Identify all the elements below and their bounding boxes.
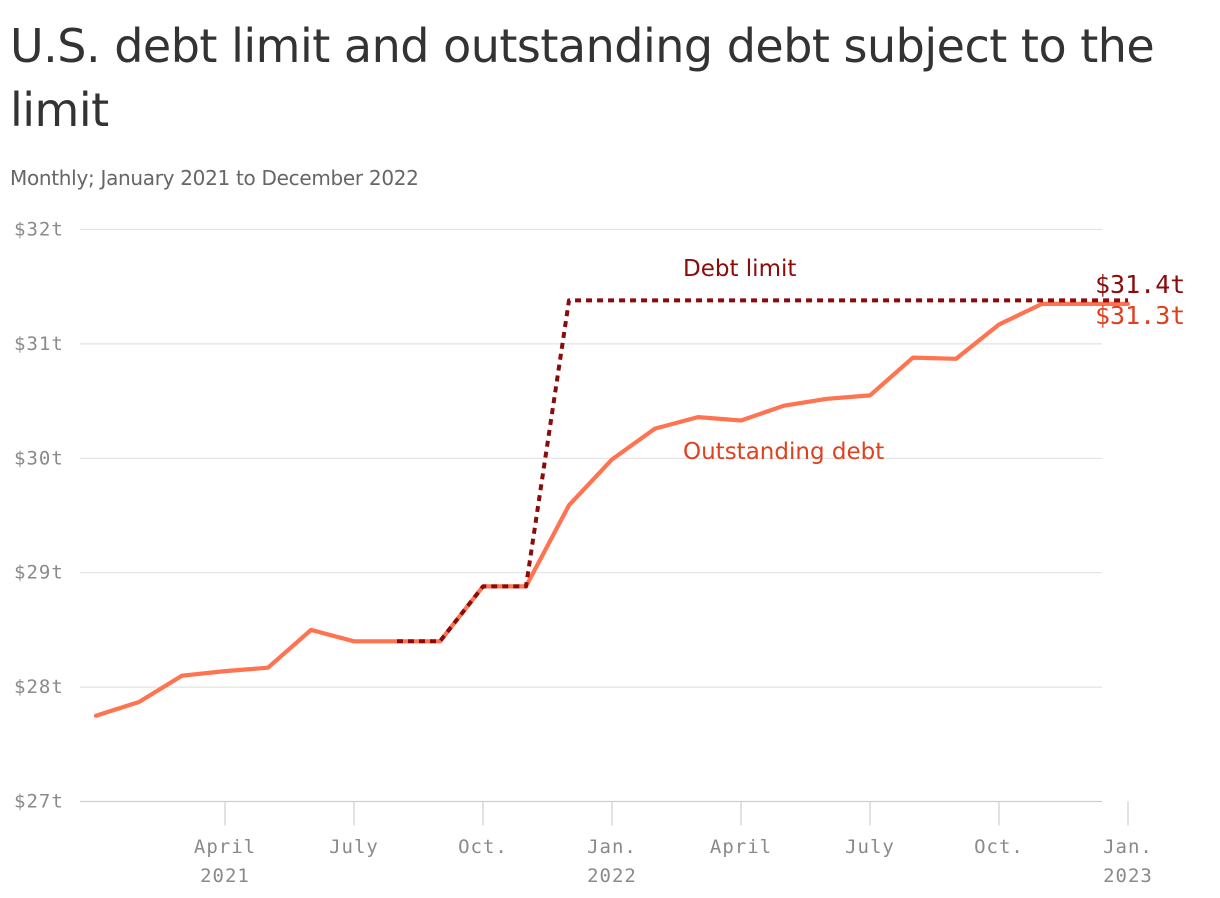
debt-limit-line bbox=[397, 298, 1128, 644]
x-tick-year-label: 2023 bbox=[1103, 865, 1153, 887]
x-tick-label: April bbox=[710, 836, 772, 858]
series-lines bbox=[93, 298, 1131, 718]
x-tick-label: Jan. bbox=[1103, 836, 1153, 858]
chart-title: U.S. debt limit and outstanding debt sub… bbox=[10, 19, 1155, 137]
y-tick-label: $30t bbox=[14, 447, 64, 469]
x-tick-year-label: 2022 bbox=[587, 865, 637, 887]
outstanding-debt-series-label: Outstanding debt bbox=[683, 439, 884, 465]
x-tick-year-label: 2021 bbox=[200, 865, 250, 887]
x-tick-label: April bbox=[194, 836, 256, 858]
x-tick-label: July bbox=[845, 836, 895, 858]
y-tick-label: $31t bbox=[14, 333, 64, 355]
x-tick-label: Oct. bbox=[458, 836, 508, 858]
debt-limit-end-label: $31.4t bbox=[1095, 270, 1185, 299]
gridlines bbox=[80, 228, 1102, 803]
y-axis: $27t $28t $29t $30t $31t $32t bbox=[14, 219, 64, 813]
x-tick-label: July bbox=[329, 836, 379, 858]
y-tick-label: $32t bbox=[14, 219, 64, 241]
y-tick-label: $28t bbox=[14, 676, 64, 698]
y-tick-label: $29t bbox=[14, 562, 64, 584]
debt-limit-series-label: Debt limit bbox=[683, 256, 796, 282]
series-labels: Debt limit Outstanding debt $31.4t $31.3… bbox=[683, 256, 1185, 465]
x-tick-label: Jan. bbox=[587, 836, 637, 858]
x-axis: April 2021 July Oct. Jan. 2022 April July Oct. Ja… bbox=[194, 801, 1153, 887]
chart-subtitle: Monthly; January 2021 to December 2022 bbox=[10, 166, 419, 190]
y-tick-label: $27t bbox=[14, 791, 64, 813]
outstanding-debt-end-label: $31.3t bbox=[1095, 301, 1185, 330]
outstanding-debt-line bbox=[93, 301, 1131, 718]
x-tick-label: Oct. bbox=[974, 836, 1024, 858]
